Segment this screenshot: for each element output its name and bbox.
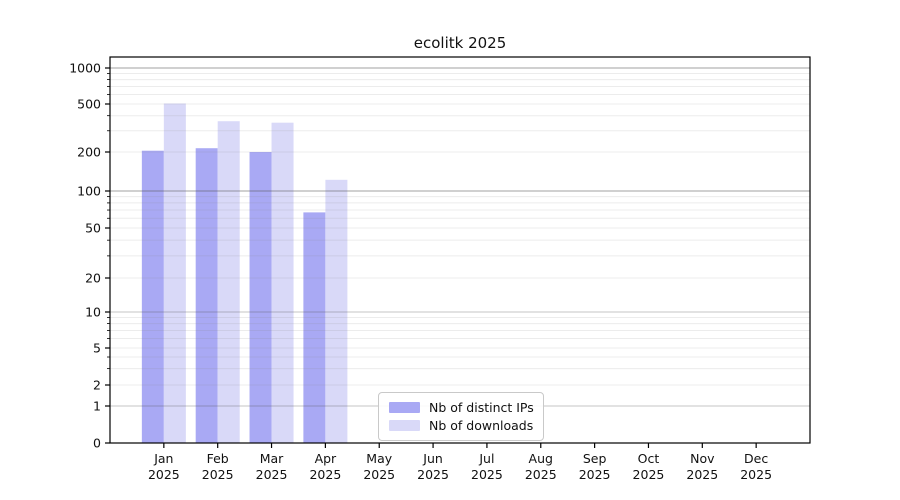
x-tick-label-sep: Sep 2025 xyxy=(579,451,611,482)
legend-swatch-distinct-ips xyxy=(389,401,420,413)
x-tick-label-feb: Feb 2025 xyxy=(202,451,234,482)
legend: Nb of distinct IPs Nb of downloads xyxy=(378,392,544,441)
legend-label-distinct-ips: Nb of distinct IPs xyxy=(429,399,534,415)
bar-downloads-apr xyxy=(325,179,348,443)
x-tick-label-dec: Dec 2025 xyxy=(740,451,772,482)
y-tick-label-0: 0 xyxy=(93,436,101,451)
legend-swatch-downloads xyxy=(389,419,420,431)
y-tick-label-1000: 1000 xyxy=(69,61,101,76)
axes-layer xyxy=(109,56,811,444)
y-axis-layer: 0 1 2 5 10 20 50 100 200 500 1000 xyxy=(69,61,110,451)
y-tick-label-20: 20 xyxy=(85,271,101,286)
bar-downloads-jan xyxy=(163,103,186,443)
bar-distinct-ips-jan xyxy=(141,150,164,443)
y-tick-label-10: 10 xyxy=(85,305,101,320)
chart-title: ecolitk 2025 xyxy=(413,34,507,52)
bars-layer xyxy=(141,103,348,444)
x-tick-label-may: May 2025 xyxy=(363,451,395,482)
y-tick-label-50: 50 xyxy=(85,221,101,236)
gridlines-layer xyxy=(110,67,810,407)
x-tick-label-oct: Oct 2025 xyxy=(633,451,665,482)
y-tick-label-2: 2 xyxy=(93,378,101,393)
bar-downloads-mar xyxy=(271,122,294,444)
x-tick-label-jan: Jan 2025 xyxy=(148,451,180,482)
legend-label-downloads: Nb of downloads xyxy=(429,417,534,433)
plot-border xyxy=(109,56,811,444)
legend-item-distinct-ips: Nb of distinct IPs xyxy=(385,398,535,416)
bar-downloads-feb xyxy=(217,121,240,443)
x-tick-label-jul: Jul 2025 xyxy=(471,451,503,482)
y-tick-label-500: 500 xyxy=(77,97,101,112)
x-tick-label-mar: Mar 2025 xyxy=(256,451,288,482)
y-tick-label-200: 200 xyxy=(77,145,101,160)
x-axis-layer: Jan 2025 Feb 2025 Mar 2025 Apr 2025 May 2025 Jun 20… xyxy=(148,443,772,482)
bar-distinct-ips-apr xyxy=(303,212,326,443)
y-tick-label-100: 100 xyxy=(77,184,101,199)
x-tick-label-nov: Nov 2025 xyxy=(686,451,718,482)
x-tick-label-aug: Aug 2025 xyxy=(525,451,557,482)
x-tick-label-jun: Jun 2025 xyxy=(417,451,449,482)
x-tick-label-apr: Apr 2025 xyxy=(309,451,341,482)
y-tick-label-5: 5 xyxy=(93,341,101,356)
legend-item-downloads: Nb of downloads xyxy=(385,416,535,434)
bar-distinct-ips-feb xyxy=(195,148,218,443)
bar-distinct-ips-mar xyxy=(249,152,272,443)
y-tick-label-1: 1 xyxy=(93,399,101,414)
